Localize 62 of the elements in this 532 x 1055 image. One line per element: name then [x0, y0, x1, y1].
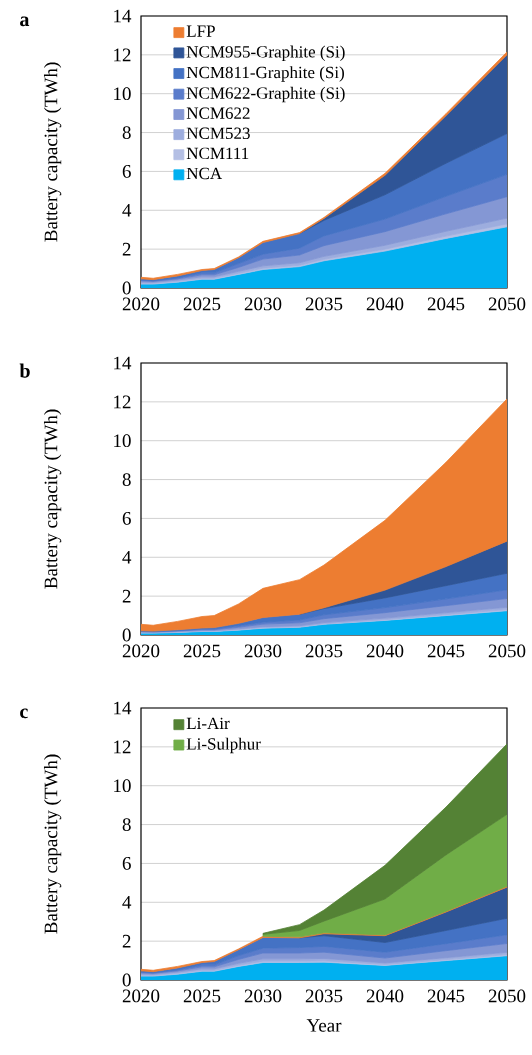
y-tick-label: 10 [114, 779, 131, 793]
y-tick-label: 0 [122, 628, 131, 642]
y-tick-label: 4 [122, 896, 132, 909]
x-tick-label: 2020 [122, 297, 160, 311]
y-tick-label: 14 [114, 701, 132, 715]
y-tick-label: 10 [114, 87, 131, 101]
x-tick-label: 2030 [244, 644, 282, 658]
legend-label: LFP [186, 25, 215, 37]
x-tick-label: 2050 [488, 297, 526, 311]
y-tick-label: 4 [122, 551, 132, 564]
x-tick-label: 2045 [427, 989, 465, 1003]
legend-label: Li-Sulphur [186, 737, 261, 754]
legend-label: NCM811-Graphite (Si) [186, 66, 344, 82]
y-tick-label: 2 [122, 934, 131, 948]
y-tick-label: 6 [122, 512, 131, 525]
x-tick-label: 2025 [183, 989, 221, 1003]
x-tick-label: 2050 [488, 644, 526, 658]
x-tick-label: 2035 [305, 297, 343, 311]
y-tick-label: 8 [122, 126, 131, 139]
x-tick-label: 2040 [366, 989, 404, 1003]
y-tick-label: 6 [122, 165, 131, 178]
legend-label: NCA [186, 167, 223, 180]
y-tick-label: 12 [114, 740, 131, 754]
y-tick-label: 2 [122, 242, 131, 256]
legend-label: NCM955-Graphite (Si) [186, 45, 345, 61]
legend-label: NCM622-Graphite (Si) [186, 86, 345, 103]
y-tick-label: 10 [114, 434, 131, 448]
legend-label: NCM622 [186, 107, 250, 119]
x-tick-label: 2050 [488, 989, 526, 1003]
x-axis-title: Year [306, 1019, 342, 1032]
x-tick-label: 2045 [427, 644, 465, 658]
x-tick-label: 2020 [122, 989, 160, 1003]
chart-title: c [20, 708, 28, 719]
y-tick-label: 12 [114, 395, 131, 409]
legend-label: NCM523 [186, 127, 250, 139]
x-tick-label: 2035 [305, 644, 343, 658]
y-tick-label: 2 [122, 589, 131, 603]
x-tick-label: 2025 [183, 644, 221, 658]
x-tick-label: 2025 [183, 297, 221, 311]
y-axis-title: Battery capacity (TWh) [43, 409, 62, 589]
x-tick-label: 2045 [427, 297, 465, 311]
y-tick-label: 0 [122, 973, 131, 987]
y-tick-label: 14 [114, 9, 132, 23]
x-tick-label: 2040 [366, 297, 404, 311]
x-tick-label: 2020 [122, 644, 160, 658]
x-tick-label: 2030 [244, 297, 282, 311]
y-tick-label: 12 [114, 48, 131, 62]
legend-label: NCM111 [186, 147, 249, 160]
x-tick-label: 2035 [305, 989, 343, 1003]
chart-title: b [19, 363, 30, 378]
chart-title: a [20, 16, 30, 27]
y-tick-label: 8 [122, 818, 131, 831]
y-axis-title: Battery capacity (TWh) [43, 62, 62, 242]
y-axis-title: Battery capacity (TWh) [43, 754, 62, 934]
y-tick-label: 8 [122, 473, 131, 486]
x-tick-label: 2040 [366, 644, 404, 658]
y-tick-label: 6 [122, 857, 131, 870]
legend-label: Li-Air [186, 717, 230, 729]
x-tick-label: 2030 [244, 989, 282, 1003]
y-tick-label: 4 [122, 204, 132, 217]
y-tick-label: 0 [122, 281, 131, 295]
y-tick-label: 14 [114, 356, 132, 370]
